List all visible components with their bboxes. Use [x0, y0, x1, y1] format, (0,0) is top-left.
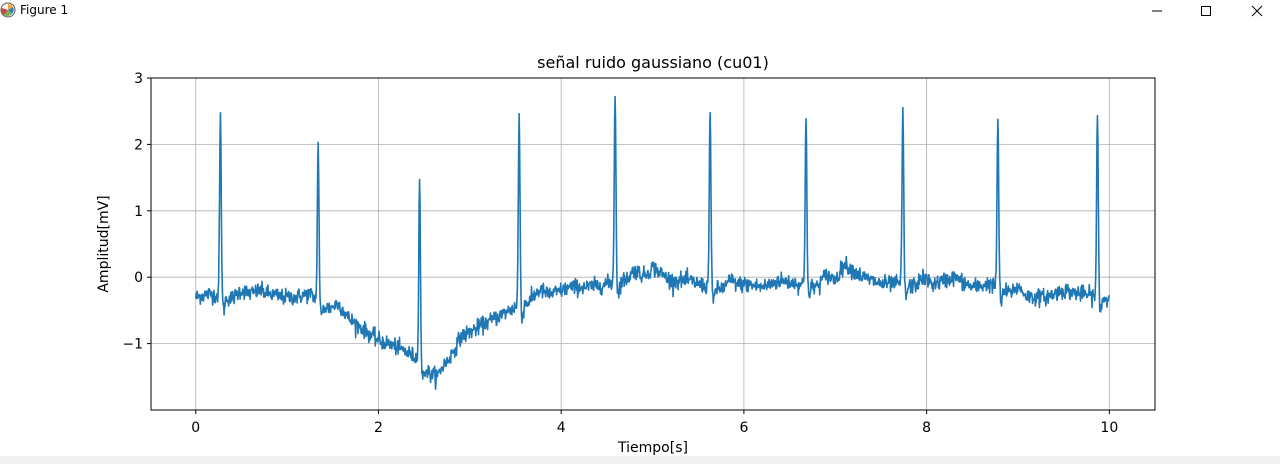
y-axis-label: Amplitud[mV] — [96, 195, 112, 292]
y-axis-ticks: −1 0 1 2 3 — [122, 71, 151, 353]
x-tick-label: 2 — [374, 420, 383, 436]
matplotlib-logo-icon — [0, 2, 16, 18]
maximize-button[interactable] — [1183, 0, 1229, 22]
minimize-icon — [1152, 10, 1162, 12]
y-tick-label: 1 — [134, 204, 143, 220]
y-tick-label: −1 — [122, 337, 143, 353]
chart-svg: 0 2 4 6 8 10 −1 0 1 2 3 señal ruido gaussiano (cu… — [96, 53, 1156, 456]
x-tick-label: 8 — [922, 420, 931, 436]
x-tick-label: 4 — [557, 420, 566, 436]
close-icon — [1251, 5, 1263, 17]
minimize-button[interactable] — [1134, 0, 1180, 22]
window-title: Figure 1 — [20, 3, 69, 17]
window-titlebar: Figure 1 — [0, 0, 1280, 24]
axes-frame — [150, 77, 1156, 411]
close-button[interactable] — [1234, 0, 1280, 22]
y-tick-label: 3 — [134, 71, 143, 87]
figure-canvas: 0 2 4 6 8 10 −1 0 1 2 3 señal ruido gaussiano (cu… — [0, 24, 1280, 456]
x-tick-label: 0 — [191, 420, 200, 436]
series-line-signal — [194, 95, 1111, 390]
y-tick-label: 2 — [134, 137, 143, 153]
x-axis-ticks: 0 2 4 6 8 10 — [191, 410, 1118, 436]
maximize-icon — [1201, 6, 1211, 16]
grid-lines — [151, 77, 1155, 410]
chart-title: señal ruido gaussiano (cu01) — [537, 53, 769, 72]
x-tick-label: 6 — [739, 420, 748, 436]
y-tick-label: 0 — [134, 270, 143, 286]
x-axis-label: Tiempo[s] — [617, 440, 688, 456]
toolbar-strip — [0, 456, 1280, 464]
x-tick-label: 10 — [1100, 420, 1118, 436]
